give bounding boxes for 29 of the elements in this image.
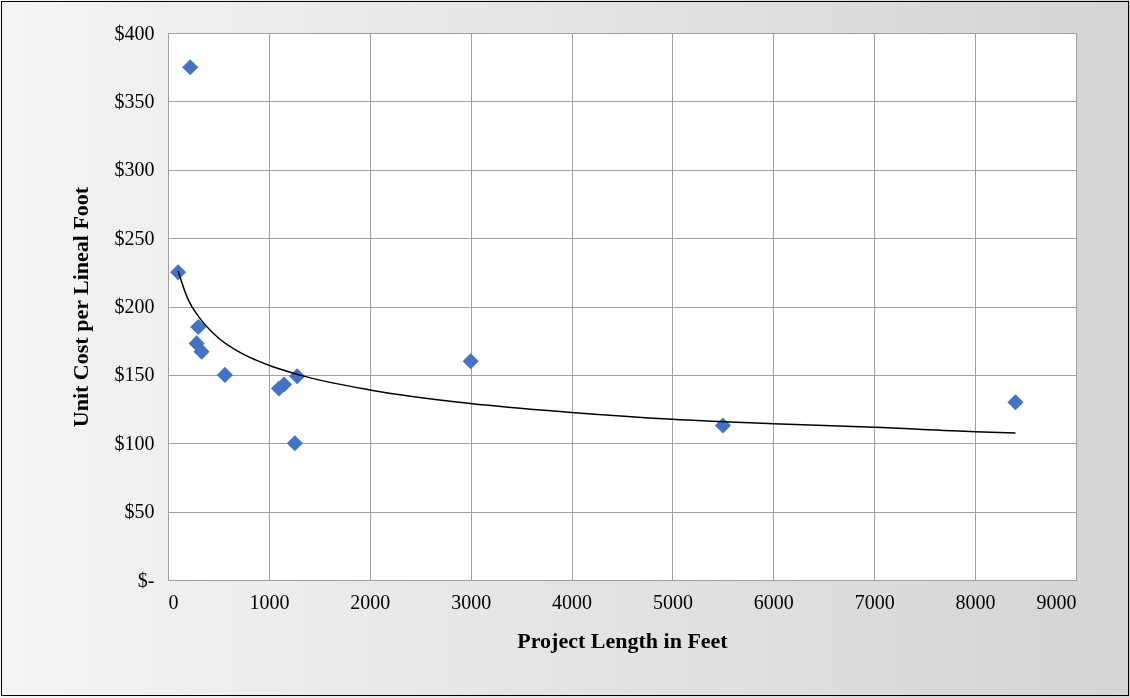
x-axis-title: Project Length in Feet — [517, 627, 729, 653]
y-axis-title: Unit Cost per Lineal Foot — [67, 186, 93, 428]
x-tick-label: 6000 — [753, 590, 794, 613]
point — [216, 366, 233, 383]
y-tick-label: $350 — [114, 89, 155, 112]
point — [190, 318, 207, 336]
y-tick-label: $200 — [114, 295, 155, 317]
x-tick-label: 3000 — [451, 590, 492, 613]
point — [286, 435, 303, 452]
y-tick-label: $250 — [114, 226, 155, 249]
y-tick-label: $100 — [114, 431, 155, 454]
y-tick-label: $300 — [114, 158, 155, 181]
x-tick-label: 1000 — [249, 590, 290, 613]
point — [714, 417, 731, 434]
point — [182, 59, 199, 76]
y-tick-label: $50 — [124, 500, 155, 523]
point — [193, 343, 210, 360]
x-tick-label: 9000 — [1036, 590, 1077, 613]
point — [462, 353, 479, 370]
y-tick-label: $150 — [114, 363, 155, 386]
x-tick-label: 7000 — [854, 590, 895, 613]
x-tick-label: 0 — [168, 590, 179, 613]
x-tick-label: 2000 — [350, 590, 391, 613]
x-tick-label: 5000 — [652, 590, 693, 613]
y-tick-label: $- — [137, 568, 155, 591]
y-tick-label: $400 — [114, 21, 155, 44]
x-tick-label: 8000 — [955, 590, 996, 613]
point — [1007, 394, 1024, 411]
x-tick-label: 4000 — [552, 590, 593, 613]
